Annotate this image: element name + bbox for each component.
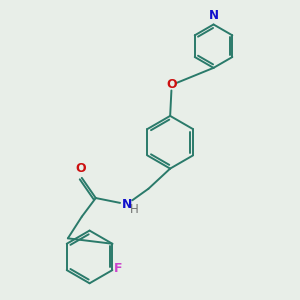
Text: N: N [208, 9, 218, 22]
Text: O: O [167, 78, 177, 92]
Text: O: O [75, 162, 86, 175]
Text: H: H [130, 203, 139, 216]
Text: F: F [114, 262, 122, 275]
Text: N: N [122, 198, 132, 211]
